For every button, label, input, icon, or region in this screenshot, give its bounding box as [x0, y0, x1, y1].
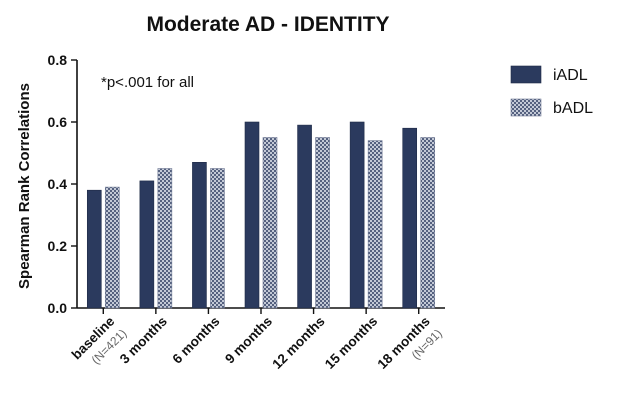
legend-label-iadl: iADL — [553, 67, 588, 84]
axes — [76, 60, 445, 309]
y-ticks: 0.0 0.2 0.4 0.6 0.8 — [48, 52, 77, 316]
y-tick-label: 0.8 — [48, 52, 68, 68]
bar-badl-18-months — [420, 137, 436, 309]
bars — [86, 121, 436, 309]
legend-swatch-badl — [510, 98, 542, 117]
legend-label-badl: bADL — [553, 100, 593, 117]
bar-badl-6-months — [210, 168, 225, 309]
bar-iadl-9-months — [244, 121, 260, 309]
y-tick-label: 0.6 — [48, 114, 68, 130]
bar-badl-12-months — [315, 137, 330, 309]
x-categories: baseline(N=421)3 months 6 months 9 months1… — [69, 308, 445, 372]
y-axis-label: Spearman Rank Correlations — [16, 83, 33, 289]
y-tick-label: 0.2 — [48, 238, 68, 254]
bar-badl-9-months — [262, 137, 278, 309]
bar-iadl-18-months — [402, 127, 418, 309]
bar-iadl-baseline — [86, 189, 102, 309]
bar-badl-15-months — [367, 140, 383, 309]
bar-iadl-6-months — [192, 162, 207, 309]
bar-badl-3-months — [157, 168, 173, 309]
x-category-label: 9 months — [222, 314, 275, 367]
bar-iadl-15-months — [349, 121, 365, 309]
legend: iADL bADL — [510, 65, 593, 117]
bar-iadl-12-months — [297, 124, 312, 309]
x-category-label: 6 months — [170, 314, 223, 367]
x-category-label: 15 months — [322, 314, 380, 372]
chart-title: Moderate AD - IDENTITY — [146, 13, 389, 36]
bar-badl-baseline — [104, 186, 120, 309]
x-category-label: 12 months — [269, 314, 327, 372]
y-tick-label: 0.4 — [48, 176, 68, 192]
y-tick-label: 0.0 — [48, 300, 68, 316]
bar-iadl-3-months — [139, 180, 155, 309]
significance-annotation: *p<.001 for all — [101, 74, 194, 91]
legend-swatch-iadl — [510, 65, 542, 84]
